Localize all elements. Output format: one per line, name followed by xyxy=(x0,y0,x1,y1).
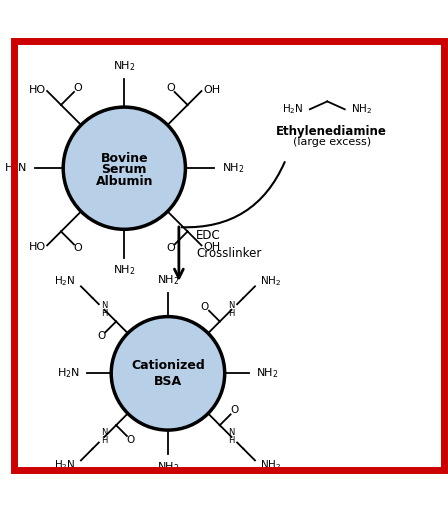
Text: OH: OH xyxy=(203,242,220,252)
Text: NH$_2$: NH$_2$ xyxy=(256,366,278,380)
Text: N
H: N H xyxy=(101,428,108,446)
Text: O: O xyxy=(201,301,209,312)
Text: Cationized: Cationized xyxy=(131,359,205,372)
Text: NH$_2$: NH$_2$ xyxy=(222,161,244,175)
Text: OH: OH xyxy=(203,84,220,95)
Text: Albumin: Albumin xyxy=(95,175,153,188)
Text: NH$_2$: NH$_2$ xyxy=(260,274,281,288)
FancyArrowPatch shape xyxy=(181,162,285,227)
Text: HO: HO xyxy=(29,242,46,252)
Text: Serum: Serum xyxy=(102,164,147,176)
Text: BSA: BSA xyxy=(154,375,182,388)
Text: O: O xyxy=(127,435,135,445)
Text: H$_2$N: H$_2$N xyxy=(4,161,27,175)
Text: N
H: N H xyxy=(228,428,235,446)
Text: O: O xyxy=(73,83,82,93)
Text: EDC
Crosslinker: EDC Crosslinker xyxy=(196,229,262,260)
Text: NH$_2$: NH$_2$ xyxy=(157,460,179,474)
Text: H$_2$N: H$_2$N xyxy=(57,366,80,380)
Circle shape xyxy=(111,317,225,430)
Text: H$_2$N: H$_2$N xyxy=(54,458,76,472)
Text: O: O xyxy=(73,243,82,253)
Text: NH$_2$: NH$_2$ xyxy=(260,458,281,472)
Text: N
H: N H xyxy=(228,301,235,318)
Text: NH$_2$: NH$_2$ xyxy=(113,59,136,73)
Text: (large excess): (large excess) xyxy=(293,137,370,147)
Text: N
H: N H xyxy=(101,301,108,318)
Text: O: O xyxy=(97,331,105,341)
Text: O: O xyxy=(231,405,239,415)
Text: H$_2$N: H$_2$N xyxy=(54,274,76,288)
Text: Ethylenediamine: Ethylenediamine xyxy=(276,125,387,137)
Text: NH$_2$: NH$_2$ xyxy=(157,273,179,287)
Text: O: O xyxy=(166,243,175,253)
Text: NH$_2$: NH$_2$ xyxy=(113,263,136,277)
Text: Bovine: Bovine xyxy=(100,152,148,165)
Text: HO: HO xyxy=(29,84,46,95)
Text: O: O xyxy=(166,83,175,93)
Text: NH$_2$: NH$_2$ xyxy=(351,102,372,116)
Text: H$_2$N: H$_2$N xyxy=(282,102,303,116)
Circle shape xyxy=(63,107,185,229)
